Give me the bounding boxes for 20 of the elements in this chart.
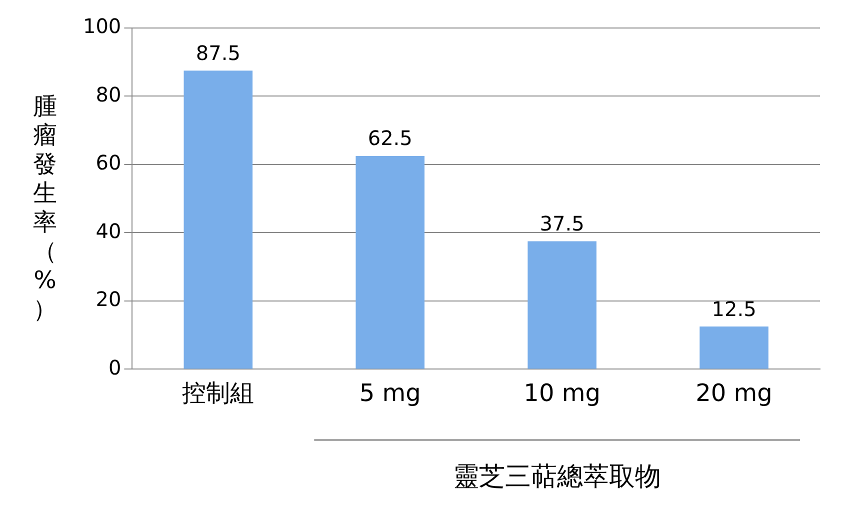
x-tick-label: 20 mg [696, 378, 772, 407]
x-axis-title: 靈芝三萜總萃取物 [453, 462, 662, 492]
x-tick-label: 控制組 [182, 378, 254, 407]
bar [700, 326, 768, 369]
x-tick-label: 10 mg [524, 378, 600, 407]
y-tick-label: 40 [96, 218, 122, 243]
y-tick-label: 0 [108, 355, 122, 380]
y-tick-label: 80 [96, 82, 122, 106]
data-label: 87.5 [196, 40, 240, 65]
y-tick-label: 20 [96, 287, 122, 312]
data-label: 62.5 [368, 126, 412, 150]
y-axis-title: 腫瘤發生率（%） [32, 92, 58, 324]
y-tick-label: 60 [96, 150, 122, 175]
y-tick-label: 100 [82, 14, 122, 38]
bar [184, 70, 253, 369]
x-tick-label: 5 mg [359, 378, 421, 407]
data-label: 37.5 [540, 211, 584, 236]
data-label: 12.5 [712, 296, 756, 321]
bar [528, 241, 596, 369]
bar [356, 156, 424, 369]
